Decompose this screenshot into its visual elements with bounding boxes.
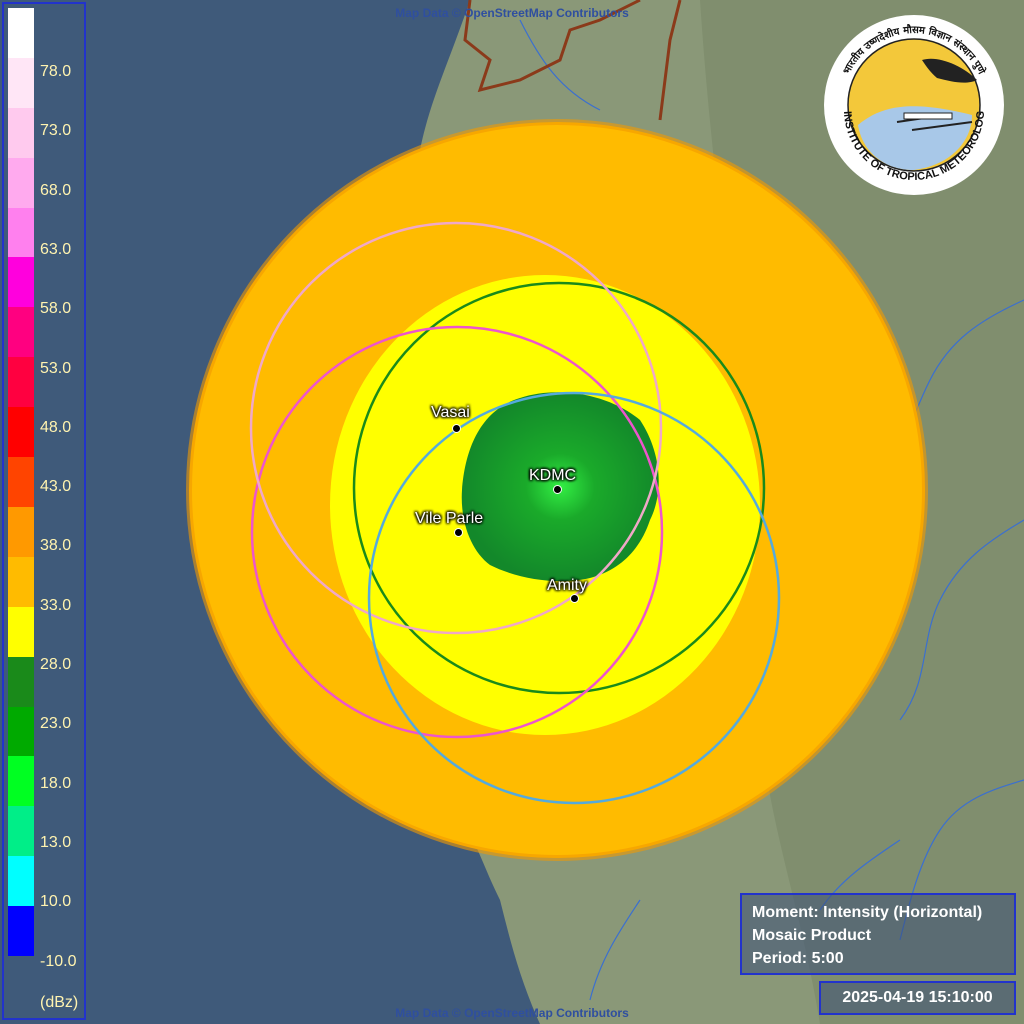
legend-color-swatch: [8, 706, 34, 757]
product-info-box: Moment: Intensity (Horizontal) Mosaic Pr…: [740, 893, 1016, 975]
legend-color-swatch: [8, 656, 34, 708]
legend-color-swatch: [8, 556, 34, 608]
legend-color-swatch: [8, 407, 34, 458]
legend-tick-label: 53.0: [40, 359, 72, 377]
legend-tick-label: 78.0: [40, 63, 72, 80]
legend-tick-label: 63.0: [40, 240, 72, 258]
legend-tick-label: 68.0: [40, 181, 72, 199]
period-label: Period: 5:00: [752, 950, 844, 967]
radar-echo-edge: [186, 119, 928, 861]
legend-color-swatch: [8, 157, 34, 209]
iitm-logo: INDIAN INSTITUTE OF TROPICAL METEOROLOGY…: [822, 10, 1004, 195]
timestamp: 2025-04-19 15:10:00: [819, 981, 1016, 1015]
legend-color-swatch: [8, 107, 34, 159]
legend-color-swatch: [8, 906, 34, 957]
legend-tick-label: 38.0: [40, 537, 72, 555]
legend-color-swatch: [8, 806, 34, 857]
legend-color-swatch: [8, 457, 34, 508]
color-scale-legend: (dBz) 78.0 73.0 68.0 63.0 58.0 53.0 48.0 43.0 38…: [2, 2, 86, 1020]
moment-label: Moment: Intensity (Horizontal): [752, 904, 983, 921]
range-ring-green: [352, 281, 766, 695]
legend-tick-label: 73.0: [40, 122, 72, 140]
legend-color-swatch: [8, 8, 34, 59]
legend-tick-label: 33.0: [40, 596, 72, 614]
station-marker-vasai[interactable]: [452, 424, 461, 433]
legend-color-swatch: [8, 257, 34, 308]
legend-tick-label: 43.0: [40, 478, 72, 496]
legend-tick-label: 28.0: [40, 656, 72, 673]
range-ring-lightpink: [249, 221, 663, 635]
legend-color-swatch: [8, 357, 34, 408]
legend-color-swatch: [8, 856, 34, 907]
range-ring-blue: [367, 391, 781, 805]
station-label-amity: Amity: [547, 577, 587, 594]
legend-color-swatch: [8, 207, 34, 258]
station-marker-amity[interactable]: [570, 594, 579, 603]
legend-tick-label: 58.0: [40, 300, 72, 318]
station-marker-kdmc[interactable]: [553, 485, 562, 494]
station-label-vile-parle: Vile Parle: [415, 510, 484, 527]
legend-tick-label: 23.0: [40, 715, 72, 733]
product-label: Mosaic Product: [752, 927, 872, 944]
district-boundary: [658, 0, 682, 121]
legend-color-swatch: [8, 506, 34, 558]
district-boundary: [463, 0, 641, 93]
legend-color-swatch: [8, 307, 34, 358]
legend-color-swatch: [8, 57, 34, 109]
legend-tick-label: -10.0: [40, 952, 77, 970]
legend-unit: (dBz): [40, 994, 79, 1011]
station-label-vasai: Vasai: [431, 404, 470, 421]
legend-tick-label: 10.0: [40, 893, 72, 911]
map-attribution-bottom[interactable]: Map Data © OpenStreetMap Contributors: [395, 1006, 629, 1020]
station-marker-vile-parle[interactable]: [454, 528, 463, 537]
legend-color-swatch: [8, 606, 34, 658]
station-label-kdmc: KDMC: [529, 467, 577, 484]
legend-tick-label: 13.0: [40, 833, 72, 851]
map-attribution-top[interactable]: Map Data © OpenStreetMap Contributors: [395, 6, 629, 20]
range-ring-pink: [250, 325, 664, 739]
legend-tick-label: 18.0: [40, 774, 72, 792]
legend-color-swatch: [8, 756, 34, 807]
legend-tick-label: 48.0: [40, 418, 72, 436]
